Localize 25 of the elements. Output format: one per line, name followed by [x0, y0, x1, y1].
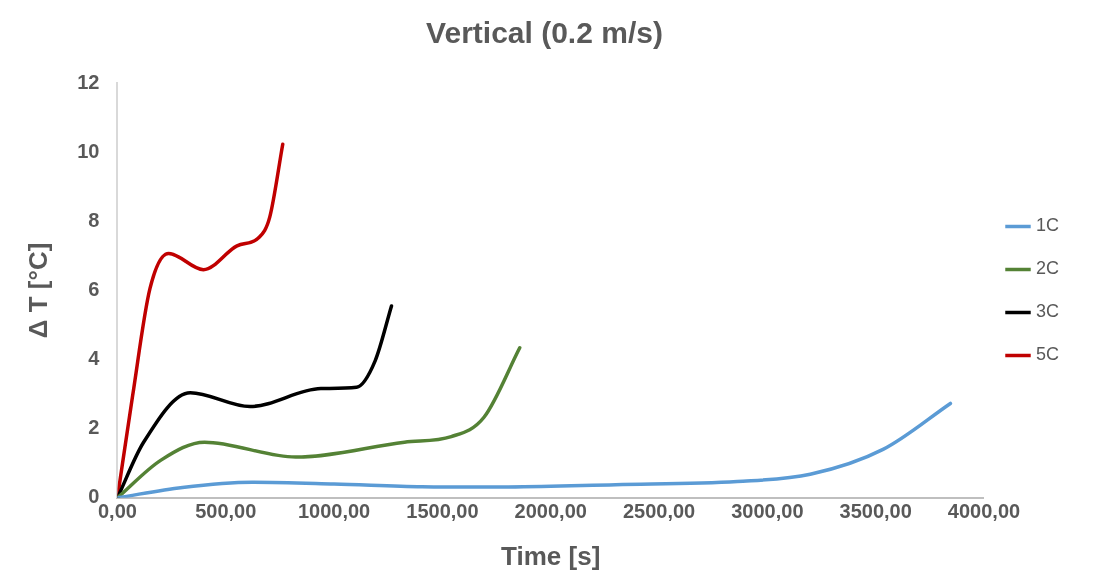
x-tick-label: 4000,00	[947, 500, 1021, 523]
chart-title: Vertical (0.2 m/s)	[426, 16, 663, 50]
x-tick-label: 1500,00	[406, 500, 479, 523]
x-tick-label: 1000,00	[297, 500, 371, 523]
x-tick-label: 3000,00	[731, 500, 804, 523]
y-tick-label: 2	[88, 416, 100, 439]
legend-label: 2C	[1035, 258, 1060, 279]
y-tick-label: 12	[77, 70, 100, 93]
legend-label: 3C	[1035, 301, 1060, 322]
x-tick-label: 2500,00	[622, 500, 696, 523]
y-tick-label: 4	[88, 347, 101, 370]
x-tick-label: 2000,00	[514, 500, 587, 523]
x-tick-label: 500,00	[195, 500, 257, 523]
x-tick-label: 0,00	[97, 500, 137, 523]
line-series	[117, 401, 953, 498]
line-series	[117, 346, 522, 498]
y-tick-label: 6	[88, 277, 100, 300]
x-axis-title: Time [s]	[501, 540, 601, 571]
x-tick-label: 3500,00	[839, 500, 912, 523]
y-tick-label: 0	[88, 485, 100, 508]
legend-label: 1C	[1035, 215, 1060, 236]
y-tick-label: 10	[77, 139, 100, 162]
y-tick-label: 8	[88, 208, 100, 231]
y-axis-title: Δ T [°C]	[22, 242, 53, 339]
legend-label: 5C	[1035, 344, 1060, 365]
